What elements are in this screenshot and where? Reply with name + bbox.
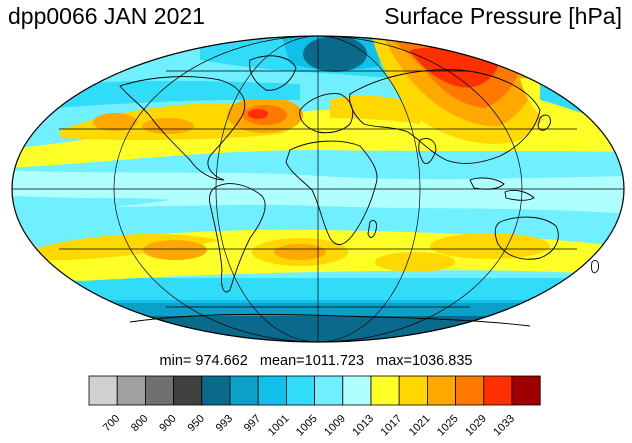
pressure-field (12, 36, 624, 342)
coastlines (119, 55, 599, 327)
map-title: dpp0066 JAN 2021 (8, 3, 205, 29)
colorbar-box (455, 375, 485, 406)
colorbar-tick-label: 1033 (491, 413, 517, 439)
colorbar-box (511, 375, 541, 406)
colorbar-box (229, 375, 259, 406)
colorbar-box (88, 375, 118, 406)
colorbar-tick-label: 1021 (407, 413, 433, 439)
colorbar-tick-label: 1029 (463, 413, 489, 439)
colorbar-tick-label: 950 (185, 413, 206, 434)
colorbar-tick-label: 1005 (294, 413, 320, 439)
colorbar-tick-label: 993 (214, 413, 235, 434)
colorbar-tick-label: 1001 (266, 413, 292, 439)
colorbar-tick-label: 700 (101, 413, 122, 434)
stats-line: min= 974.662 mean=1011.723 max=1036.835 (159, 353, 473, 369)
colorbar-tick-label: 1017 (379, 413, 405, 439)
colorbar-tick-label: 1009 (322, 413, 348, 439)
pressure-map (11, 35, 625, 343)
colorbar: 700 800 900 950 993 997 1001 1005 1009 1013 1017 10… (88, 375, 541, 439)
map-border (11, 35, 625, 343)
colorbar-box (426, 375, 456, 406)
colorbar-box (285, 375, 315, 406)
colorbar-tick-label: 1013 (350, 413, 376, 439)
colorbar-box (398, 375, 428, 406)
colorbar-box (201, 375, 231, 406)
colorbar-tick-label: 800 (129, 413, 150, 434)
colorbar-box (173, 375, 203, 406)
colorbar-box (342, 375, 372, 406)
colorbar-tick-label: 1025 (435, 413, 461, 439)
colorbar-box (483, 375, 513, 406)
colorbar-box (314, 375, 344, 406)
variable-title: Surface Pressure [hPa] (384, 3, 622, 29)
colorbar-tick-label: 900 (157, 413, 178, 434)
colorbar-box (370, 375, 400, 406)
colorbar-box (257, 375, 287, 406)
colorbar-box (144, 375, 174, 406)
colorbar-tick-label: 997 (242, 413, 263, 434)
colorbar-box (116, 375, 146, 406)
